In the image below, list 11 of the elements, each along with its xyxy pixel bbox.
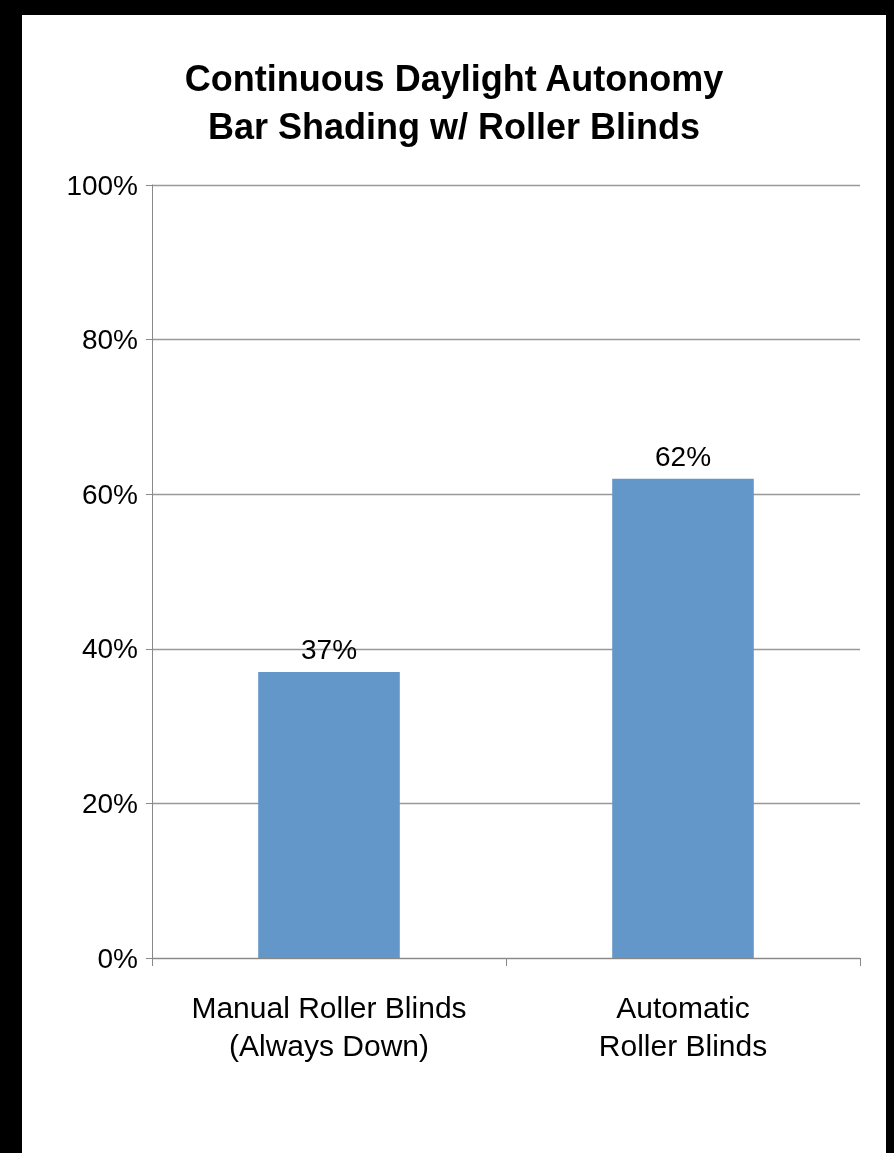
- y-tick-label: 80%: [81, 324, 138, 356]
- x-tick-label: Automatic Roller Blinds: [598, 990, 768, 1062]
- y-tick-label: 20%: [81, 787, 138, 819]
- data-label: 62%: [654, 441, 712, 473]
- chart-title: Continuous Daylight Autonomy Bar Shading w/ Roller Blinds: [184, 57, 724, 147]
- y-tick-label: 60%: [81, 478, 138, 510]
- data-label: 37%: [300, 634, 358, 666]
- x-tick-label: Manual Roller Blinds (Always Down): [191, 990, 467, 1062]
- y-tick-label: 100%: [66, 169, 138, 201]
- y-tick-label: 0%: [97, 942, 138, 974]
- y-tick-label: 40%: [81, 633, 138, 665]
